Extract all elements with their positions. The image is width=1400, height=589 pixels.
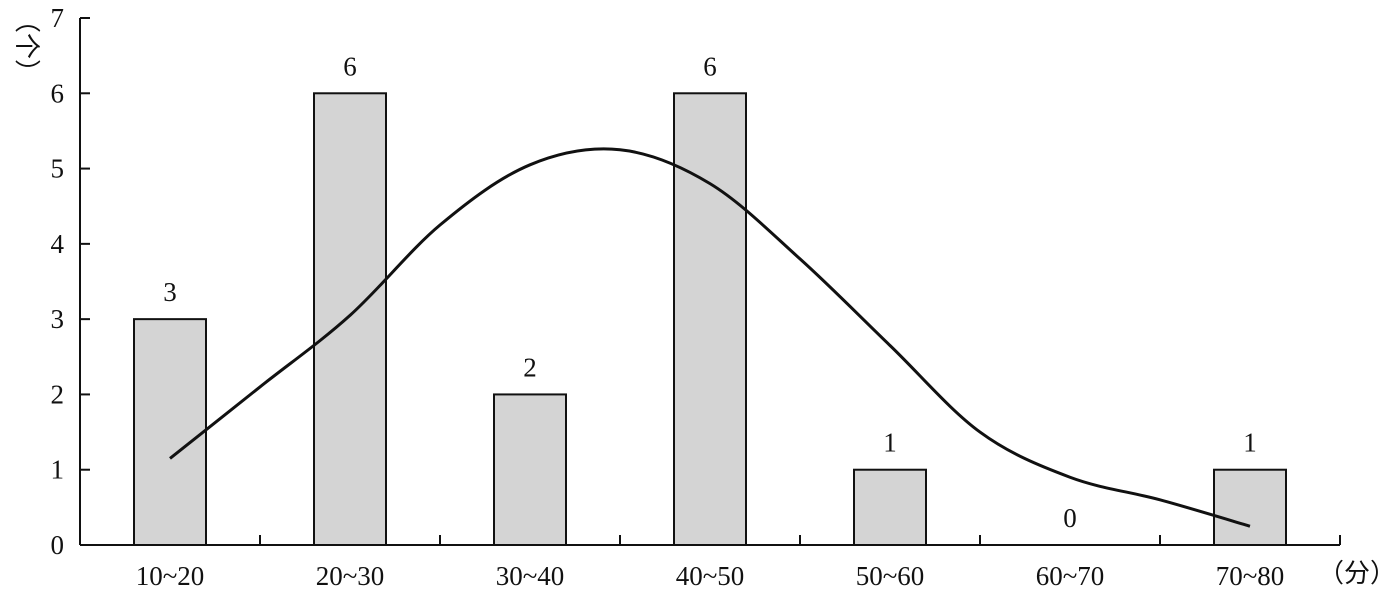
labels: 10~20 3 20~30 6 30~40 2 40~50 6 50~60 1 60~70 0 70~8… <box>11 7 1396 589</box>
y-tick-label: 3 <box>51 304 65 334</box>
bar <box>313 92 387 547</box>
bar <box>133 318 207 546</box>
data-label: 6 <box>703 51 717 81</box>
y-tick-label: 2 <box>51 379 65 409</box>
bar <box>1213 468 1287 547</box>
x-axis-unit-label: （分） <box>1318 559 1396 589</box>
data-label: 1 <box>883 428 897 458</box>
y-axis-unit-label: （个） <box>11 7 41 85</box>
y-tick-label: 7 <box>51 3 65 33</box>
x-tick-label: 50~60 <box>856 561 925 589</box>
y-tick-label: 5 <box>51 154 65 184</box>
y-tick-label: 1 <box>51 455 65 485</box>
bar <box>493 393 567 546</box>
x-tick-label: 60~70 <box>1036 561 1105 589</box>
y-tick-label: 4 <box>51 229 65 259</box>
bar <box>853 468 927 547</box>
data-label: 6 <box>343 51 357 81</box>
x-tick-label: 40~50 <box>676 561 745 589</box>
bars <box>133 92 1287 547</box>
x-tick-label: 10~20 <box>136 561 205 589</box>
y-tick-label: 6 <box>51 78 65 108</box>
x-tick-label: 20~30 <box>316 561 385 589</box>
axes: 0 1 2 3 4 5 6 7 <box>51 3 1341 560</box>
data-label: 0 <box>1063 503 1077 533</box>
data-label: 2 <box>523 352 537 382</box>
data-label: 3 <box>163 277 177 307</box>
x-tick-label: 30~40 <box>496 561 565 589</box>
y-tick-label: 0 <box>51 530 65 560</box>
bar <box>673 92 747 547</box>
x-tick-label: 70~80 <box>1216 561 1285 589</box>
fit-curve-line <box>169 147 1251 528</box>
fit-curve <box>169 147 1251 528</box>
data-label: 1 <box>1243 428 1257 458</box>
